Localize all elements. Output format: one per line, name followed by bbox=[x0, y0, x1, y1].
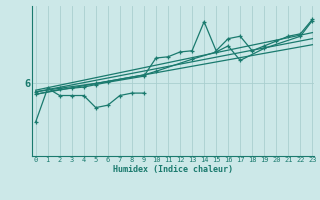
X-axis label: Humidex (Indice chaleur): Humidex (Indice chaleur) bbox=[113, 165, 233, 174]
